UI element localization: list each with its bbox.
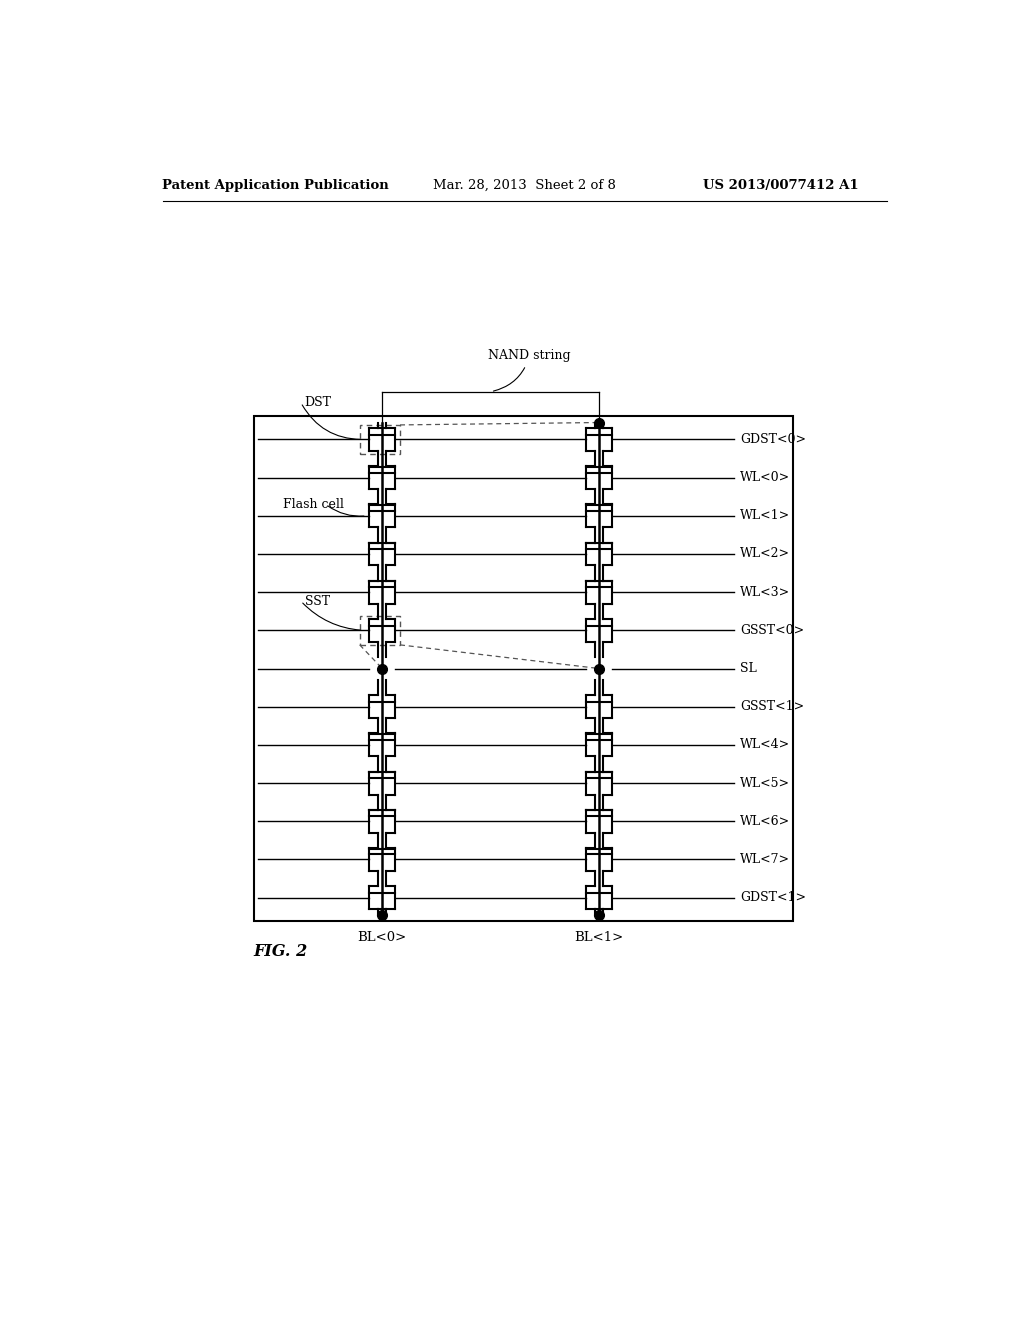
Text: Mar. 28, 2013  Sheet 2 of 8: Mar. 28, 2013 Sheet 2 of 8 <box>433 178 616 191</box>
Text: DST: DST <box>305 396 332 409</box>
Text: BL<0>: BL<0> <box>357 931 407 944</box>
Text: GDST<1>: GDST<1> <box>740 891 806 904</box>
Text: Patent Application Publication: Patent Application Publication <box>162 178 389 191</box>
Text: SST: SST <box>305 594 330 607</box>
Text: US 2013/0077412 A1: US 2013/0077412 A1 <box>702 178 858 191</box>
Text: WL<2>: WL<2> <box>740 548 791 561</box>
Text: WL<6>: WL<6> <box>740 814 791 828</box>
Text: GSST<0>: GSST<0> <box>740 624 805 636</box>
Text: Flash cell: Flash cell <box>283 498 344 511</box>
Text: GSST<1>: GSST<1> <box>740 700 805 713</box>
Text: WL<0>: WL<0> <box>740 471 791 484</box>
Text: GDST<0>: GDST<0> <box>740 433 806 446</box>
Text: WL<5>: WL<5> <box>740 776 791 789</box>
Text: WL<7>: WL<7> <box>740 853 791 866</box>
Text: WL<1>: WL<1> <box>740 510 791 523</box>
Text: WL<3>: WL<3> <box>740 586 791 599</box>
Text: WL<4>: WL<4> <box>740 738 791 751</box>
Text: SL: SL <box>740 663 757 675</box>
Text: BL<1>: BL<1> <box>574 931 624 944</box>
Text: NAND string: NAND string <box>488 350 570 391</box>
Bar <box>254 416 793 921</box>
Text: FIG. 2: FIG. 2 <box>254 942 308 960</box>
